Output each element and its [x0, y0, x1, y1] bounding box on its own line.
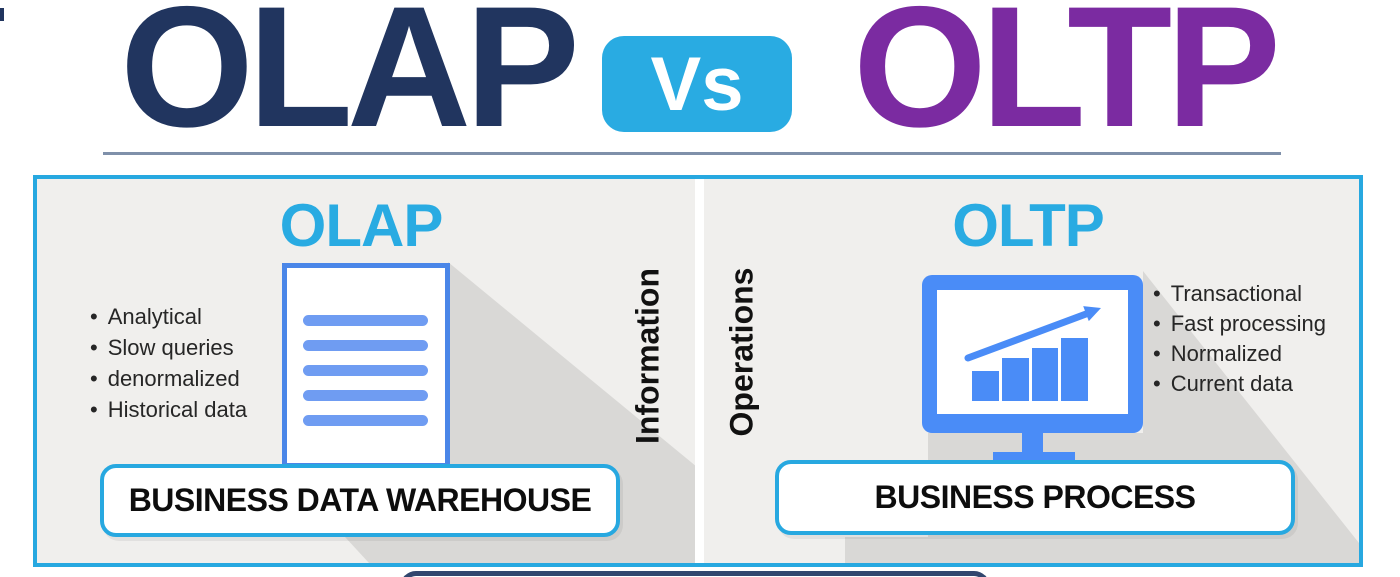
list-item: • Fast processing	[1153, 311, 1326, 336]
olap-bullet-list: • Analytical • Slow queries • denormalized …	[90, 301, 247, 425]
document-line	[303, 365, 428, 376]
list-item: • Current data	[1153, 371, 1293, 396]
panel-divider	[695, 179, 704, 563]
corner-artifact	[0, 8, 4, 21]
information-vertical-label: Information	[629, 268, 666, 444]
list-item: • Transactional	[1153, 281, 1302, 306]
bullet-icon: •	[90, 397, 98, 422]
header-title-oltp: OLTP	[853, 0, 1281, 163]
bullet-icon: •	[1153, 341, 1161, 366]
comparison-panel: OLAP • Analytical • Slow queries • denormal…	[33, 175, 1363, 567]
monitor-chart-icon	[922, 275, 1143, 433]
list-item: • Normalized	[1153, 341, 1282, 366]
bullet-icon: •	[1153, 311, 1161, 336]
monitor-stand-base	[993, 452, 1075, 463]
operations-vertical-label: Operations	[723, 267, 760, 437]
list-item: • Analytical	[90, 304, 202, 329]
document-line	[303, 415, 428, 426]
vs-badge-label: Vs	[650, 41, 744, 127]
monitor-stand-stem	[1022, 433, 1043, 456]
bottom-partial-box	[400, 571, 990, 577]
growth-bar-chart-icon	[964, 306, 1101, 401]
header-divider-rule	[103, 152, 1281, 155]
document-line	[303, 340, 428, 351]
bullet-icon: •	[1153, 281, 1161, 306]
bullet-icon: •	[1153, 371, 1161, 396]
business-data-warehouse-box: BUSINESS DATA WAREHOUSE	[100, 464, 620, 537]
vs-badge: Vs	[602, 36, 792, 132]
document-line	[303, 390, 428, 401]
document-icon	[282, 263, 450, 468]
business-data-warehouse-label: BUSINESS DATA WAREHOUSE	[128, 482, 592, 518]
document-line	[303, 315, 428, 326]
list-item: • Slow queries	[90, 335, 234, 360]
monitor-screen	[937, 290, 1128, 414]
oltp-bullet-list: • Transactional • Fast processing • Normali…	[1153, 279, 1326, 399]
oltp-section-title: OLTP	[952, 192, 1105, 259]
bullet-icon: •	[90, 366, 98, 391]
warehouse-box-shadow	[345, 537, 697, 563]
olap-section-title: OLAP	[279, 192, 444, 259]
list-item: • Historical data	[90, 397, 248, 422]
header-title-olap: OLAP	[120, 0, 580, 163]
business-process-label: BUSINESS PROCESS	[874, 479, 1196, 515]
business-process-box: BUSINESS PROCESS	[775, 460, 1295, 535]
list-item: • denormalized	[90, 366, 240, 391]
bullet-icon: •	[90, 304, 98, 329]
bullet-icon: •	[90, 335, 98, 360]
